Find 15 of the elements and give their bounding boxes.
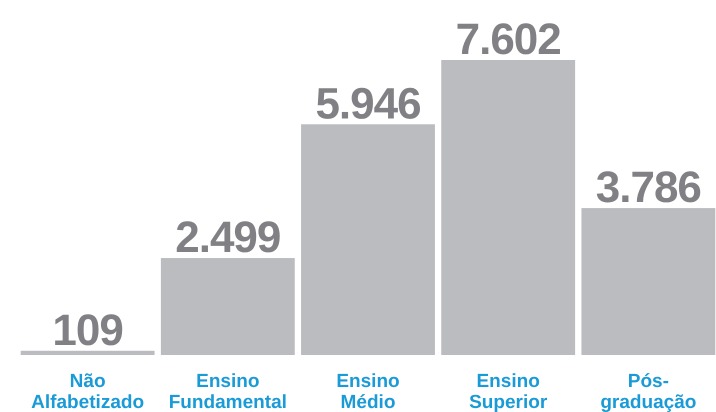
bar (301, 124, 435, 355)
bar (441, 60, 576, 355)
x-tick-label: Não Alfabetizado (31, 371, 144, 412)
bar (581, 208, 716, 355)
data-label: 3.786 (596, 163, 701, 212)
data-label: 109 (52, 306, 123, 355)
data-label: 5.946 (315, 79, 421, 128)
data-label: 7.602 (456, 15, 561, 64)
data-label: 2.499 (175, 213, 280, 262)
x-tick-label: Ensino Fundamental (168, 371, 287, 412)
bar (160, 258, 295, 355)
x-tick-label: Ensino Superior (469, 371, 548, 412)
x-tick-label: Pós-graduação (600, 371, 696, 412)
x-tick-label: Ensino Médio (336, 371, 400, 412)
bar (20, 350, 155, 355)
